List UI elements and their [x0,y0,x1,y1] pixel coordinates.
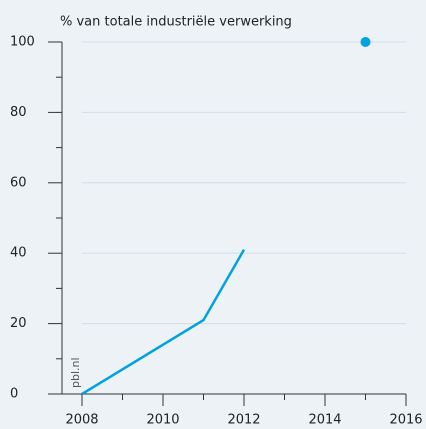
x-tick-label: 2014 [308,413,341,428]
x-tick-label: 2010 [146,413,179,428]
chart-title: % van totale industriële verwerking [60,15,292,30]
point [360,37,371,47]
x-tick-label: 2008 [65,413,98,428]
y-tick-label: 20 [10,316,27,331]
y-tick-label: 80 [10,105,27,120]
y-tick-label: 40 [10,246,27,261]
x-tick-label: 2012 [227,413,260,428]
y-tick-label: 0 [10,387,18,402]
line [81,249,246,396]
source: pbl.nl [69,357,82,388]
y-tick-label: 100 [10,35,35,50]
x-tick-label: 2016 [389,413,422,428]
y-tick-label: 60 [10,175,27,190]
